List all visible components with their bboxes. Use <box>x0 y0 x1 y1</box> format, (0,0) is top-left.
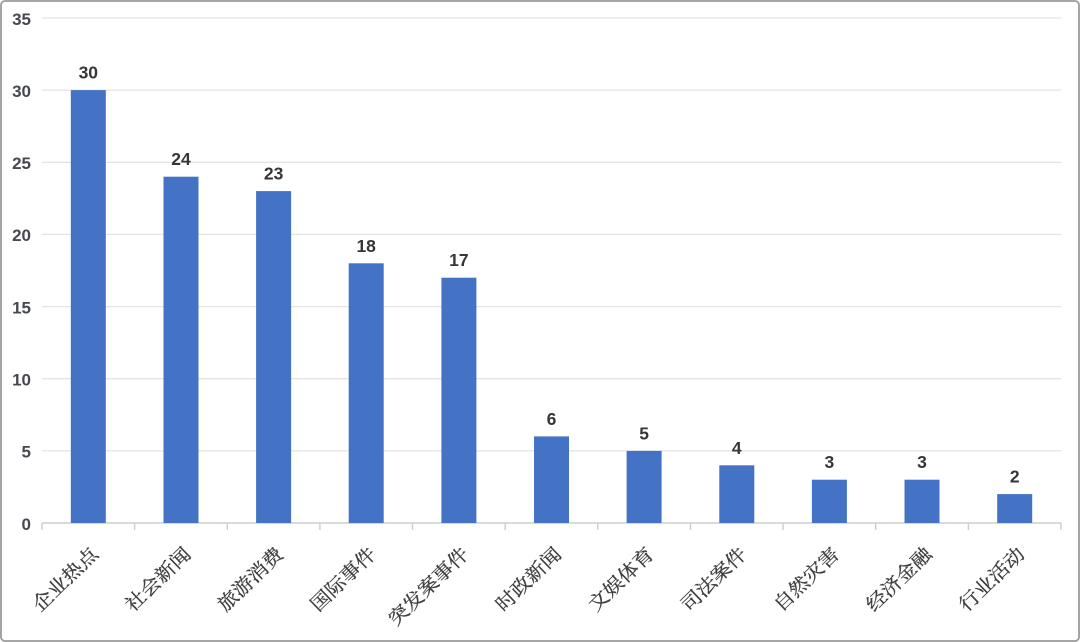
svg-text:2: 2 <box>1010 467 1020 487</box>
svg-text:20: 20 <box>12 226 31 245</box>
svg-text:35: 35 <box>12 10 31 29</box>
svg-text:3: 3 <box>917 452 927 472</box>
svg-text:10: 10 <box>12 371 31 390</box>
svg-text:0: 0 <box>22 515 31 534</box>
svg-text:30: 30 <box>12 82 31 101</box>
svg-text:3: 3 <box>825 452 835 472</box>
svg-text:15: 15 <box>12 298 31 317</box>
svg-text:18: 18 <box>356 236 376 256</box>
svg-text:24: 24 <box>171 149 191 169</box>
svg-text:4: 4 <box>732 438 742 458</box>
svg-text:6: 6 <box>547 409 557 429</box>
svg-text:23: 23 <box>264 164 284 184</box>
svg-text:5: 5 <box>22 443 31 462</box>
svg-text:30: 30 <box>79 63 99 83</box>
svg-text:17: 17 <box>449 250 468 270</box>
svg-text:25: 25 <box>12 154 31 173</box>
svg-text:5: 5 <box>639 423 649 443</box>
